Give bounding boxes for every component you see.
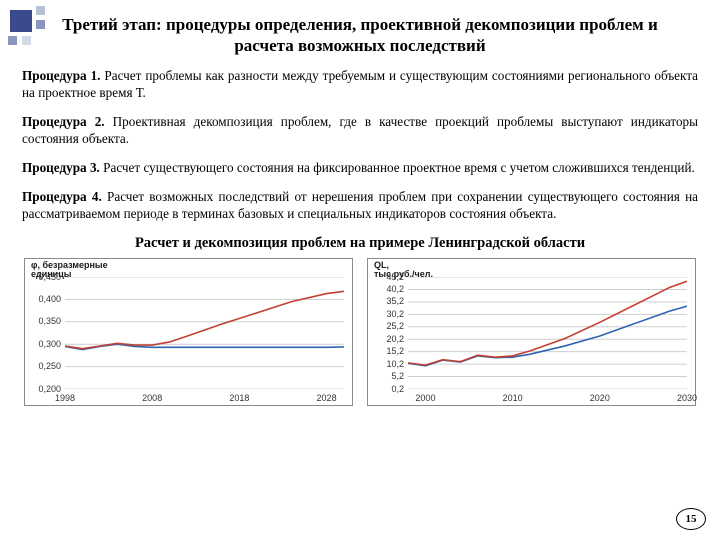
procedure-2: Процедура 2. Проективная декомпозиция пр…	[22, 113, 698, 147]
xtick: 2020	[590, 393, 610, 403]
ytick: 20,2	[368, 334, 404, 344]
procedure-1-text: Расчет проблемы как разности между требу…	[22, 68, 698, 100]
ytick: 35,2	[368, 296, 404, 306]
procedure-2-text: Проективная декомпозиция проблем, где в …	[22, 114, 698, 146]
page-number: 15	[676, 508, 706, 530]
ytick: 15,2	[368, 346, 404, 356]
procedure-1-lead: Процедура 1.	[22, 68, 100, 83]
xtick: 2018	[229, 393, 249, 403]
procedure-3-text: Расчет существующего состояния на фиксир…	[100, 160, 695, 175]
xtick: 2000	[415, 393, 435, 403]
chart-ql: QL, тыс.руб./чел. 0,25,210,215,220,225,2…	[367, 258, 696, 406]
ytick: 0,350	[25, 316, 61, 326]
ytick: 25,2	[368, 321, 404, 331]
ytick: 40,2	[368, 284, 404, 294]
chart-phi: φ, безразмерные единицы 0,2000,2500,3000…	[24, 258, 353, 406]
ytick: 0,2	[368, 384, 404, 394]
ytick: 45,2	[368, 272, 404, 282]
ytick: 5,2	[368, 371, 404, 381]
ytick: 0,300	[25, 339, 61, 349]
ytick: 10,2	[368, 359, 404, 369]
slide: Третий этап: процедуры определения, прое…	[0, 0, 720, 540]
ytick: 30,2	[368, 309, 404, 319]
procedure-1: Процедура 1. Расчет проблемы как разност…	[22, 67, 698, 101]
procedure-3-lead: Процедура 3.	[22, 160, 100, 175]
ytick: 0,450	[25, 272, 61, 282]
procedure-4: Процедура 4. Расчет возможных последстви…	[22, 188, 698, 222]
xtick: 2008	[142, 393, 162, 403]
charts-subtitle: Расчет и декомпозиция проблем на примере…	[22, 235, 698, 252]
slide-title: Третий этап: процедуры определения, прое…	[22, 14, 698, 57]
procedure-4-text: Расчет возможных последствий от нерешени…	[22, 189, 698, 221]
ytick: 0,400	[25, 294, 61, 304]
ytick: 0,250	[25, 361, 61, 371]
chart-ql-plot	[408, 277, 687, 389]
xtick: 1998	[55, 393, 75, 403]
procedure-3: Процедура 3. Расчет существующего состоя…	[22, 159, 698, 176]
chart-phi-plot	[65, 277, 344, 389]
charts-row: φ, безразмерные единицы 0,2000,2500,3000…	[22, 258, 698, 406]
procedure-2-lead: Процедура 2.	[22, 114, 105, 129]
xtick: 2028	[317, 393, 337, 403]
xtick: 2010	[503, 393, 523, 403]
xtick: 2030	[677, 393, 697, 403]
procedure-4-lead: Процедура 4.	[22, 189, 102, 204]
